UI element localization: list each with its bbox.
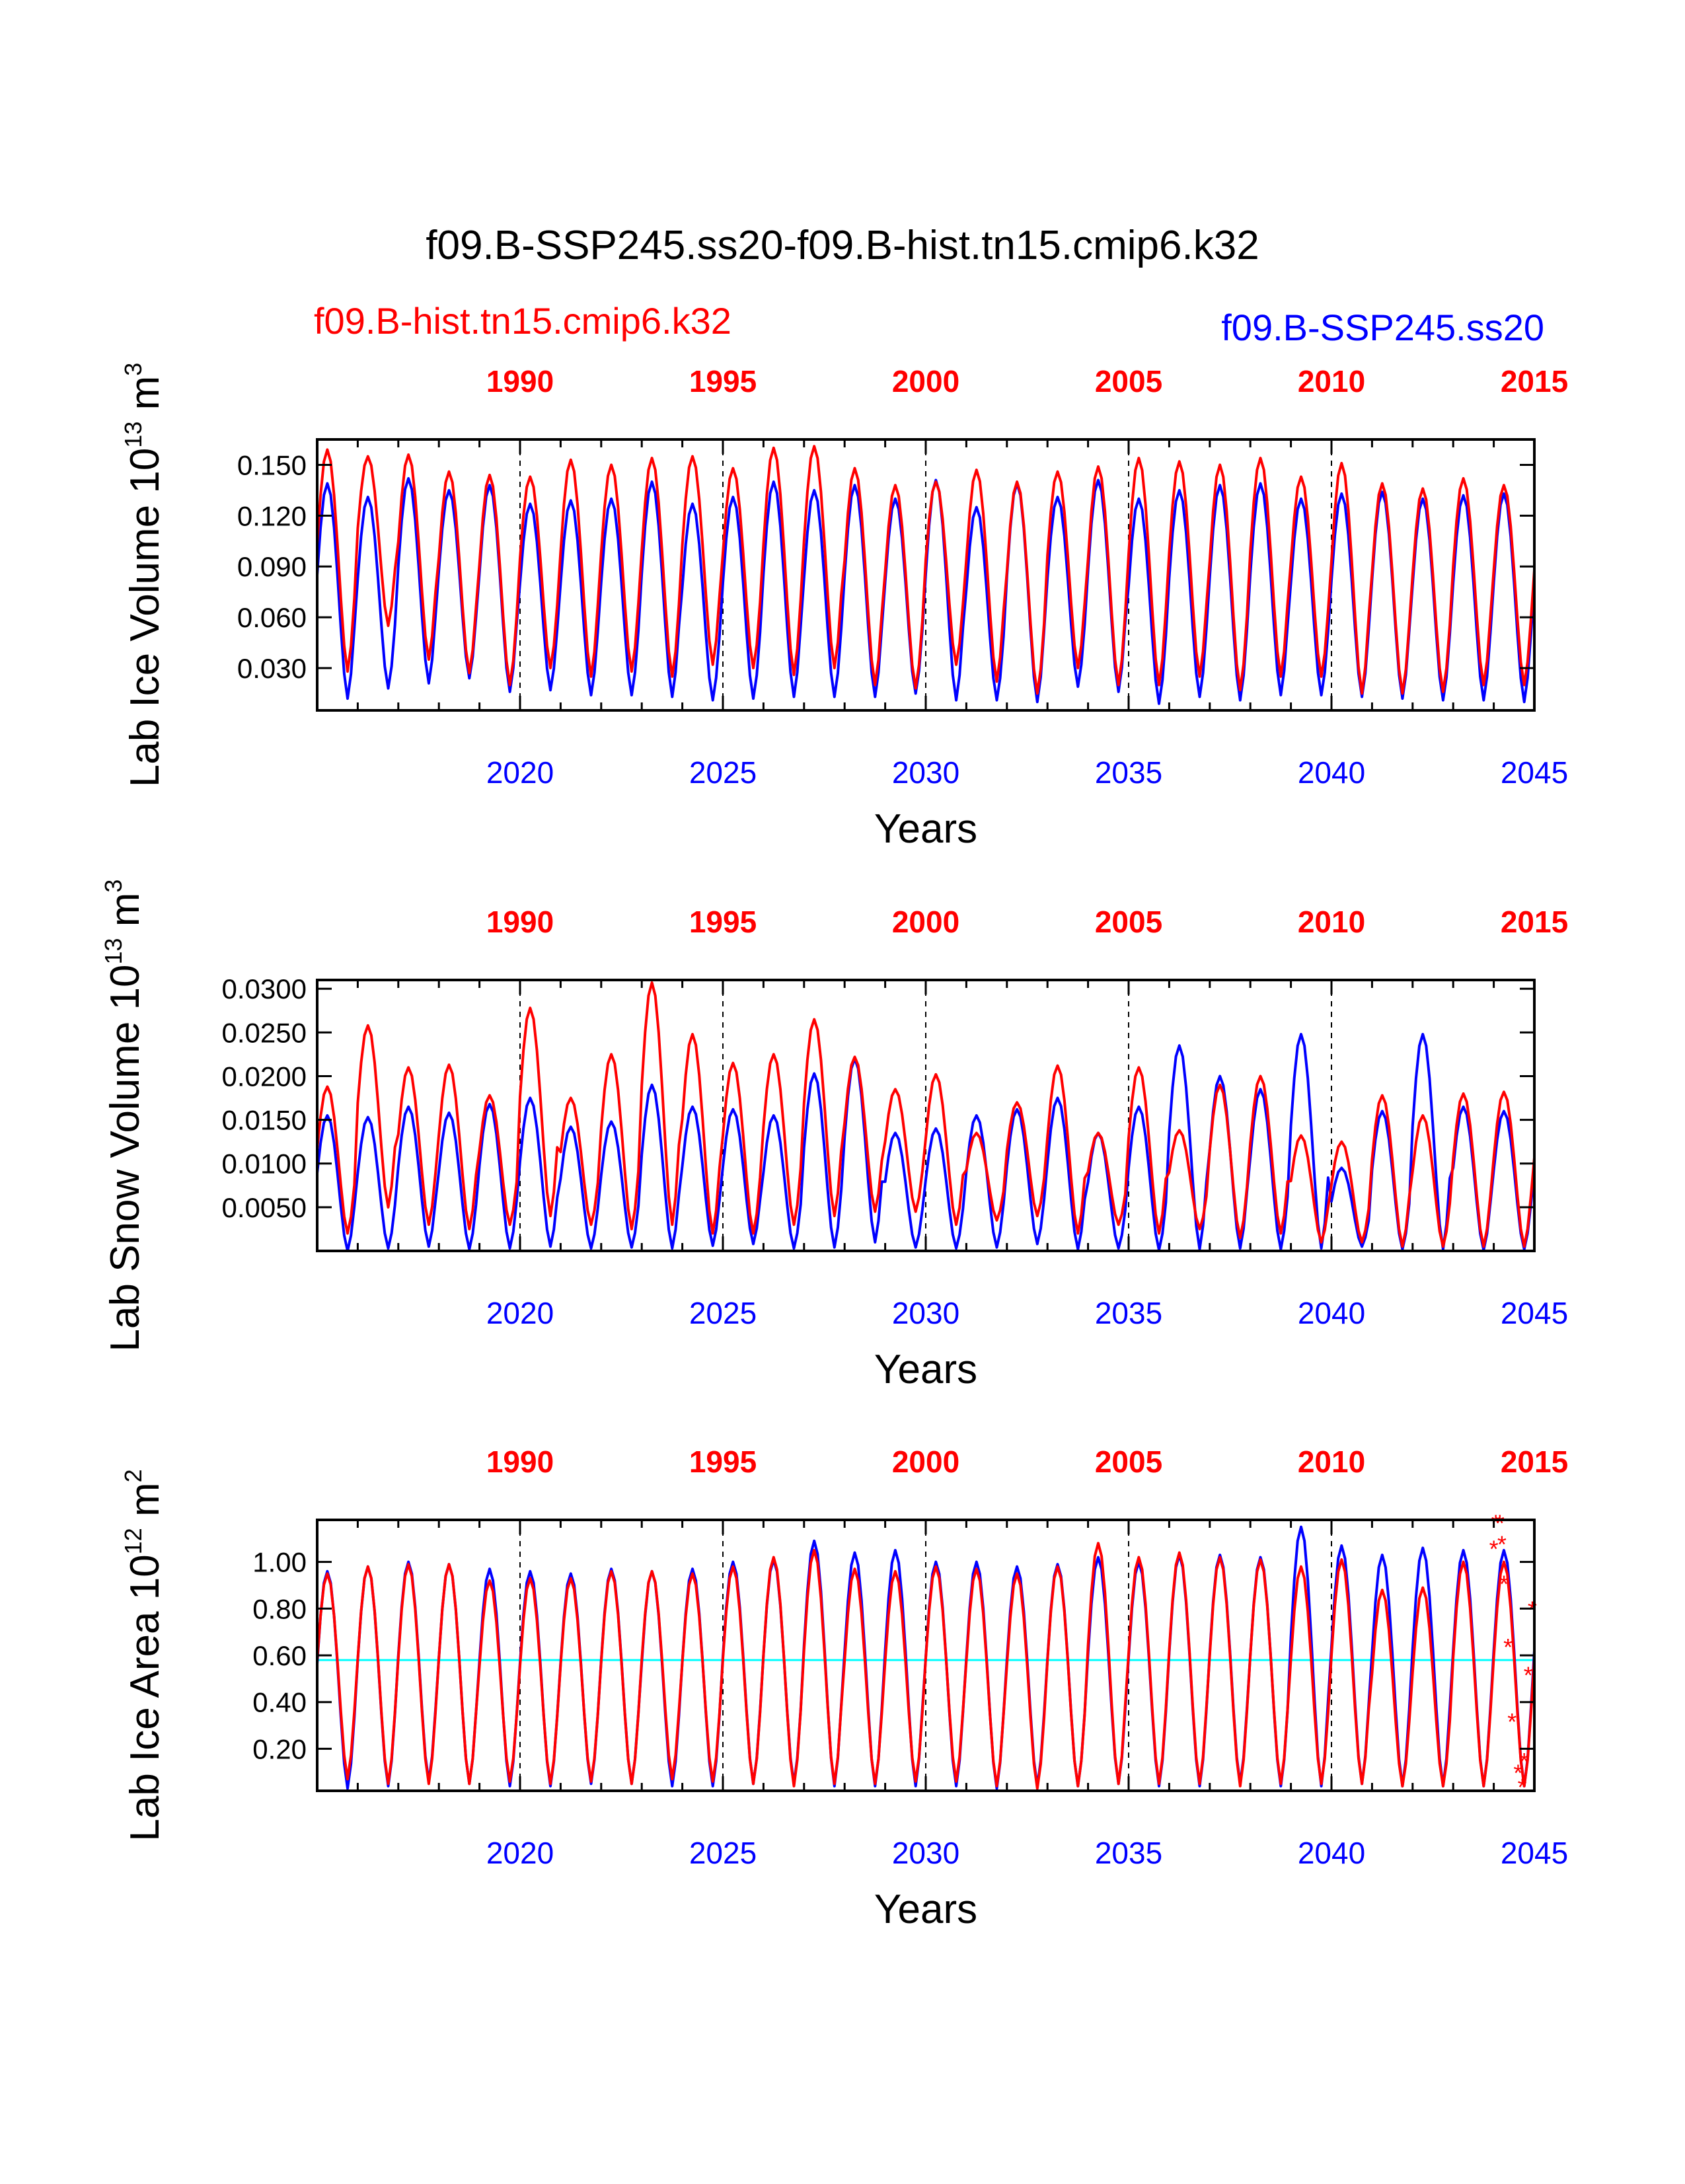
y-tick-label: 0.060 [237,602,307,633]
x-tick-label-bottom: 2025 [689,755,757,790]
x-axis-title: Years [874,1347,977,1392]
x-tick-label-top: 2005 [1095,905,1162,939]
y-tick-label: 0.0300 [222,973,307,1004]
y-tick-label: 0.0050 [222,1192,307,1223]
x-tick-label-top: 2000 [892,1445,959,1479]
panel-2: 0.0050 0.0100 0.0150 0.0200 0.0250 0.0300 2020… [100,880,1568,1392]
x-tick-label-top: 2010 [1298,905,1365,939]
y-axis-title: Lab Ice Volume 1013 m3 [120,363,168,788]
y-tick-label: 0.120 [237,500,307,531]
x-tick-label-top: 1995 [689,905,757,939]
y-tick-label: 0.0200 [222,1061,307,1092]
y-tick-label: 0.80 [252,1593,307,1624]
series-line-ssp [316,476,1536,705]
y-tick-label: 0.090 [237,551,307,582]
x-tick-label-bottom: 2040 [1298,1836,1365,1870]
x-tick-label-top: 2000 [892,905,959,939]
marker-star: * [1513,1760,1522,1787]
x-tick-label-bottom: 2020 [486,755,554,790]
x-tick-label-top: 2000 [892,364,959,398]
panels: 0.030 0.060 0.090 0.120 0.150 2020 2025 2030 203… [100,363,1568,1932]
marker-star: * [1507,1708,1516,1735]
marker-star: * [1524,1661,1533,1688]
panel-3: ************0.200.400.600.801.0020202025… [120,1445,1568,1932]
plot-frame [316,979,1536,1252]
panel-1: 0.030 0.060 0.090 0.120 0.150 2020 2025 2030 203… [120,363,1568,852]
x-tick-label-top: 2005 [1095,1445,1162,1479]
x-tick-label-top: 1995 [689,1445,757,1479]
marker-star: * [1503,1634,1513,1661]
x-tick-label-bottom: 2045 [1501,755,1568,790]
marker-star: * [1495,1510,1505,1537]
marker-star: * [1518,1774,1527,1801]
x-tick-label-top: 1990 [486,905,554,939]
y-tick-label: 0.0150 [222,1105,307,1136]
x-tick-label-bottom: 2025 [689,1836,757,1870]
x-tick-label-top: 1990 [486,364,554,398]
marker-star: * [1497,1530,1507,1558]
x-tick-label-top: 2010 [1298,364,1365,398]
y-tick-label: 0.150 [237,449,307,480]
y-tick-label: 0.40 [252,1687,307,1718]
y-tick-label: 1.00 [252,1547,307,1578]
series-line-hist [316,981,1536,1248]
x-tick-label-top: 1995 [689,364,757,398]
x-tick-label-bottom: 2045 [1501,1836,1568,1870]
x-tick-label-top: 2015 [1501,905,1568,939]
marker-star: * [1489,1535,1499,1562]
x-axis-title: Years [874,1887,977,1932]
x-tick-label-top: 1990 [486,1445,554,1479]
series-line-hist [316,445,1536,695]
x-axis-title: Years [874,806,977,852]
x-tick-label-bottom: 2030 [892,1296,959,1330]
x-tick-label-bottom: 2020 [486,1836,554,1870]
x-tick-label-top: 2015 [1501,364,1568,398]
x-tick-label-top: 2010 [1298,1445,1365,1479]
legend-ssp-label: f09.B-SSP245.ss20 [1221,307,1544,348]
x-tick-label-top: 2015 [1501,1445,1568,1479]
x-tick-label-bottom: 2035 [1095,755,1162,790]
x-tick-label-bottom: 2045 [1501,1296,1568,1330]
x-tick-label-bottom: 2035 [1095,1836,1162,1870]
x-tick-label-bottom: 2020 [486,1296,554,1330]
marker-star: * [1499,1570,1509,1597]
y-tick-label: 0.60 [252,1640,307,1671]
y-tick-label: 0.0100 [222,1148,307,1180]
series-line-hist [316,1542,1536,1790]
x-tick-label-bottom: 2040 [1298,1296,1365,1330]
marker-star: * [1520,1748,1529,1775]
y-axis-title: Lab Ice Area 1012 m2 [120,1469,168,1841]
y-tick-label: 0.030 [237,653,307,684]
marker-star: * [1491,1510,1501,1537]
y-axis-title: Lab Snow Volume 1013 m3 [100,880,148,1352]
y-tick-label: 0.20 [252,1733,307,1764]
x-tick-label-bottom: 2030 [892,755,959,790]
series-line-ssp [316,1033,1536,1252]
x-tick-label-top: 2005 [1095,364,1162,398]
x-tick-label-bottom: 2040 [1298,755,1365,790]
x-tick-label-bottom: 2035 [1095,1296,1162,1330]
x-tick-label-bottom: 2030 [892,1836,959,1870]
y-tick-label: 0.0250 [222,1017,307,1048]
x-tick-label-bottom: 2025 [689,1296,757,1330]
chart-title: f09.B-SSP245.ss20-f09.B-hist.tn15.cmip6.… [426,223,1259,268]
legend-hist-label: f09.B-hist.tn15.cmip6.k32 [314,300,731,342]
